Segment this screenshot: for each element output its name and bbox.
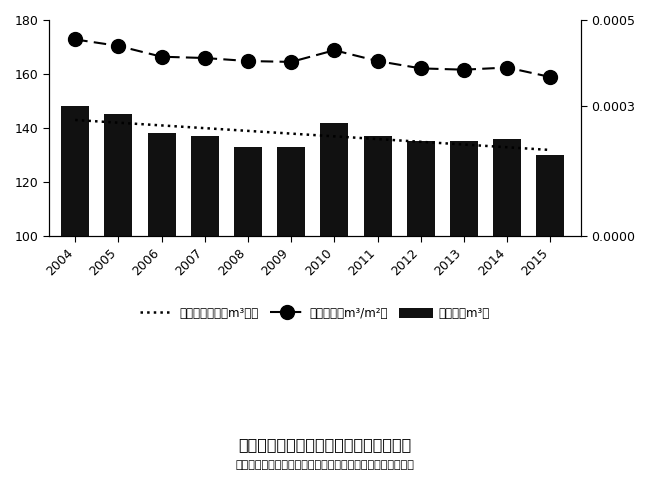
線形（県水（千m³）） [114,120,122,126]
Bar [190,136,219,478]
Bar [61,107,89,478]
線形（県水（千m³）） [201,125,209,131]
原単位（千m³/m²） [417,65,424,71]
原単位（千m³/m²） [374,58,382,64]
Bar [407,141,435,478]
原単位（千m³/m²） [72,37,79,43]
線形（県水（千m³）） [503,144,511,150]
Bar [320,122,348,478]
Bar [493,139,521,478]
Bar [234,147,262,478]
Bar [450,141,478,478]
線形（県水（千m³）） [244,128,252,134]
原単位（千m³/m²） [201,55,209,61]
原単位（千m³/m²） [244,58,252,64]
線形（県水（千m³）） [460,141,468,147]
Text: 千葉大学　上水（県水）使用量と原単位: 千葉大学 上水（県水）使用量と原単位 [239,437,411,452]
線形（県水（千m³）） [330,133,338,139]
原単位（千m³/m²） [503,65,511,70]
原単位（千m³/m²） [460,67,468,73]
原単位（千m³/m²） [287,59,295,65]
線形（県水（千m³）） [158,122,166,128]
Legend: 線形（県水（千m³））, 原単位（千m³/m²）, 県水（千m³）: 線形（県水（千m³））, 原単位（千m³/m²）, 県水（千m³） [135,303,495,325]
線形（県水（千m³）） [374,136,382,142]
Bar [536,155,564,478]
線形（県水（千m³）） [287,131,295,137]
線形（県水（千m³）） [547,147,554,153]
Text: 出典）千葉大学施設環境部データより作成（附属病院除く）: 出典）千葉大学施設環境部データより作成（附属病院除く） [235,460,415,470]
原単位（千m³/m²） [330,47,338,53]
Bar [148,133,176,478]
原単位（千m³/m²） [114,43,122,49]
線形（県水（千m³）） [417,139,424,145]
原単位（千m³/m²） [158,54,166,60]
Bar [363,136,391,478]
原単位（千m³/m²） [547,74,554,80]
Line: 線形（県水（千m³））: 線形（県水（千m³）） [75,120,551,150]
線形（県水（千m³）） [72,117,79,123]
Line: 原単位（千m³/m²）: 原単位（千m³/m²） [68,33,557,84]
Bar [277,147,305,478]
Bar [105,115,133,478]
